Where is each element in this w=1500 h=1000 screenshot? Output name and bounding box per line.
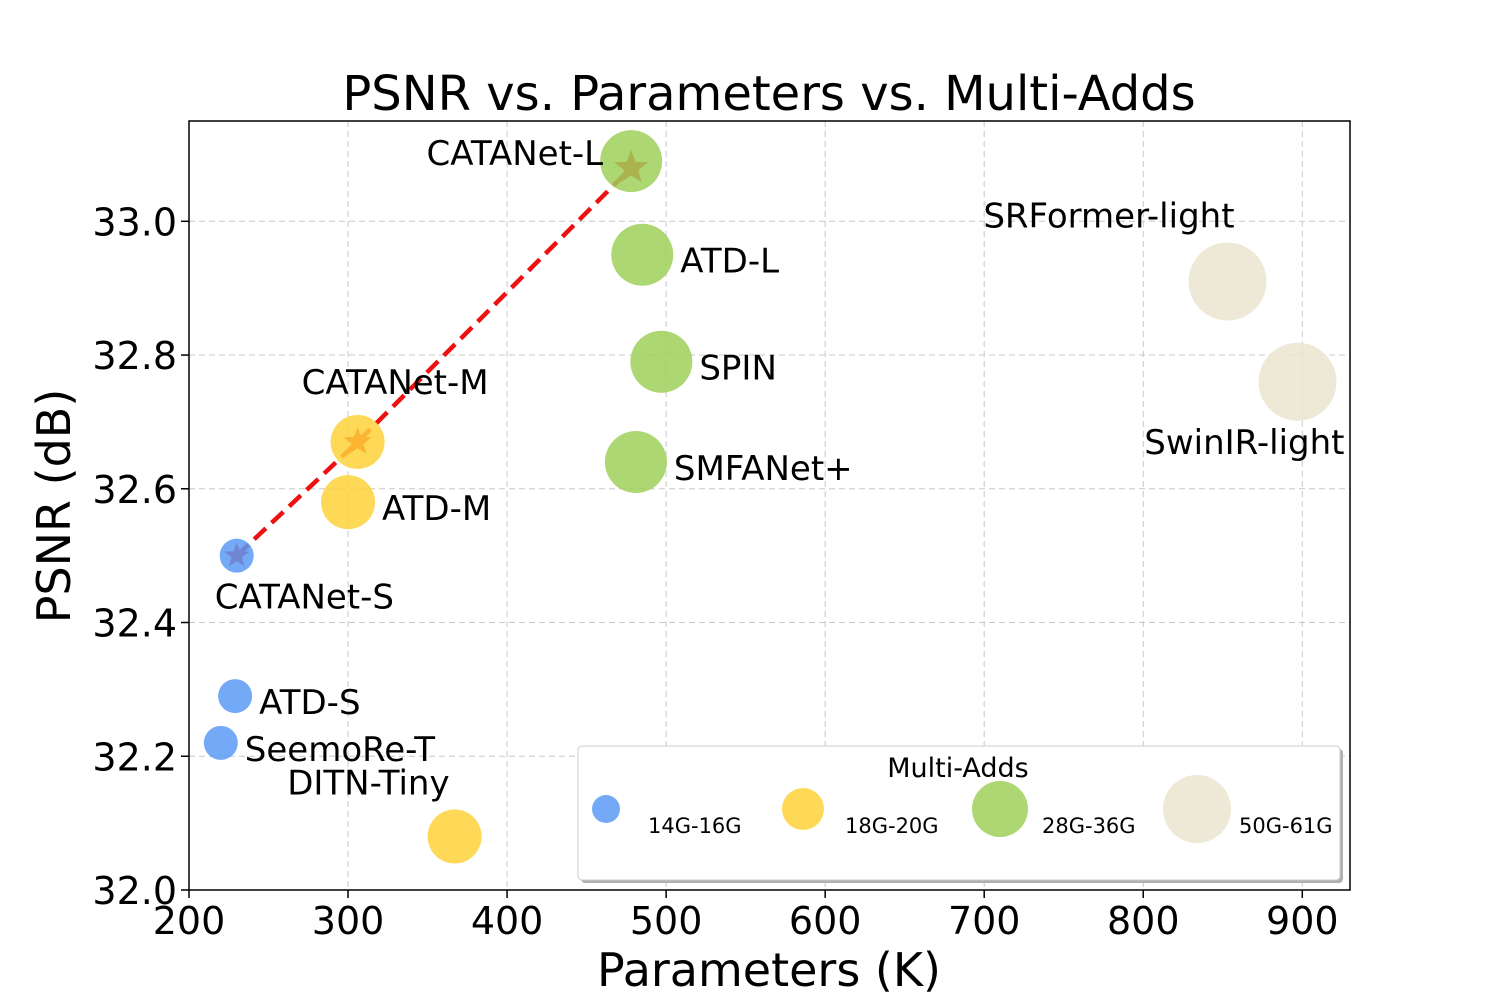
point-label: CATANet-L (426, 134, 603, 174)
x-tick-label: 500 (630, 899, 703, 943)
x-tick-label: 900 (1266, 899, 1339, 943)
x-tick-label: 800 (1107, 899, 1180, 943)
x-tick-label: 400 (471, 899, 544, 943)
y-tick-label: 32.2 (92, 735, 177, 779)
x-tick-label: 200 (153, 899, 226, 943)
data-point (611, 223, 674, 286)
legend: Multi-Adds 14G-16G 18G-20G 28G-36G 50G-61G (577, 745, 1343, 883)
data-point (1188, 242, 1267, 321)
y-tick-label: 32.8 (92, 334, 177, 378)
data-point (604, 431, 667, 494)
x-axis-label: Parameters (K) (597, 943, 941, 997)
legend-marker (782, 788, 824, 830)
legend-entry-label: 50G-61G (1239, 814, 1333, 838)
point-label: CATANet-M (302, 363, 489, 403)
point-label: SwinIR-light (1144, 423, 1344, 463)
y-axis-label: PSNR (dB) (27, 389, 81, 624)
axis-ticks: 200 300 400 500 600 700 800 900 32.0 32.2 32.4 32.6… (92, 200, 1338, 943)
point-label: DITN-Tiny (287, 764, 449, 804)
legend-marker (592, 795, 620, 823)
data-point (330, 414, 385, 469)
point-label: SMFANet+ (674, 449, 853, 489)
data-point (1258, 342, 1337, 421)
data-point (219, 538, 254, 573)
data-point (321, 475, 376, 530)
point-label: SPIN (699, 349, 777, 389)
data-point (427, 809, 482, 864)
y-tick-label: 33.0 (92, 200, 177, 244)
legend-marker (972, 781, 1028, 837)
point-label: ATD-M (382, 489, 491, 529)
chart-title: PSNR vs. Parameters vs. Multi-Adds (342, 66, 1195, 122)
y-tick-label: 32.6 (92, 468, 177, 512)
trend-line (235, 166, 633, 558)
x-tick-label: 600 (789, 899, 862, 943)
y-tick-label: 32.4 (92, 602, 177, 646)
point-label: SRFormer-light (983, 196, 1234, 236)
point-label: ATD-S (259, 683, 360, 723)
legend-marker (1163, 775, 1231, 843)
data-point (203, 725, 238, 760)
legend-entry-label: 14G-16G (648, 814, 742, 838)
plot-frame (188, 120, 1351, 891)
data-point (218, 679, 253, 714)
point-label: ATD-L (680, 242, 779, 282)
legend-entry-label: 18G-20G (845, 814, 939, 838)
x-tick-label: 700 (948, 899, 1021, 943)
data-point (600, 130, 663, 193)
legend-box (577, 745, 1341, 881)
point-label: SeemoRe-T (245, 730, 436, 770)
data-point (630, 330, 693, 393)
point-label: CATANet-S (215, 578, 394, 618)
legend-entry-label: 28G-36G (1042, 814, 1136, 838)
x-tick-label: 300 (312, 899, 385, 943)
y-tick-label: 32.0 (92, 869, 177, 913)
data-points: CATANet-S CATANet-M CATANet-L ATD-S SeemoRe-… (203, 130, 1345, 864)
legend-title: Multi-Adds (887, 753, 1029, 784)
